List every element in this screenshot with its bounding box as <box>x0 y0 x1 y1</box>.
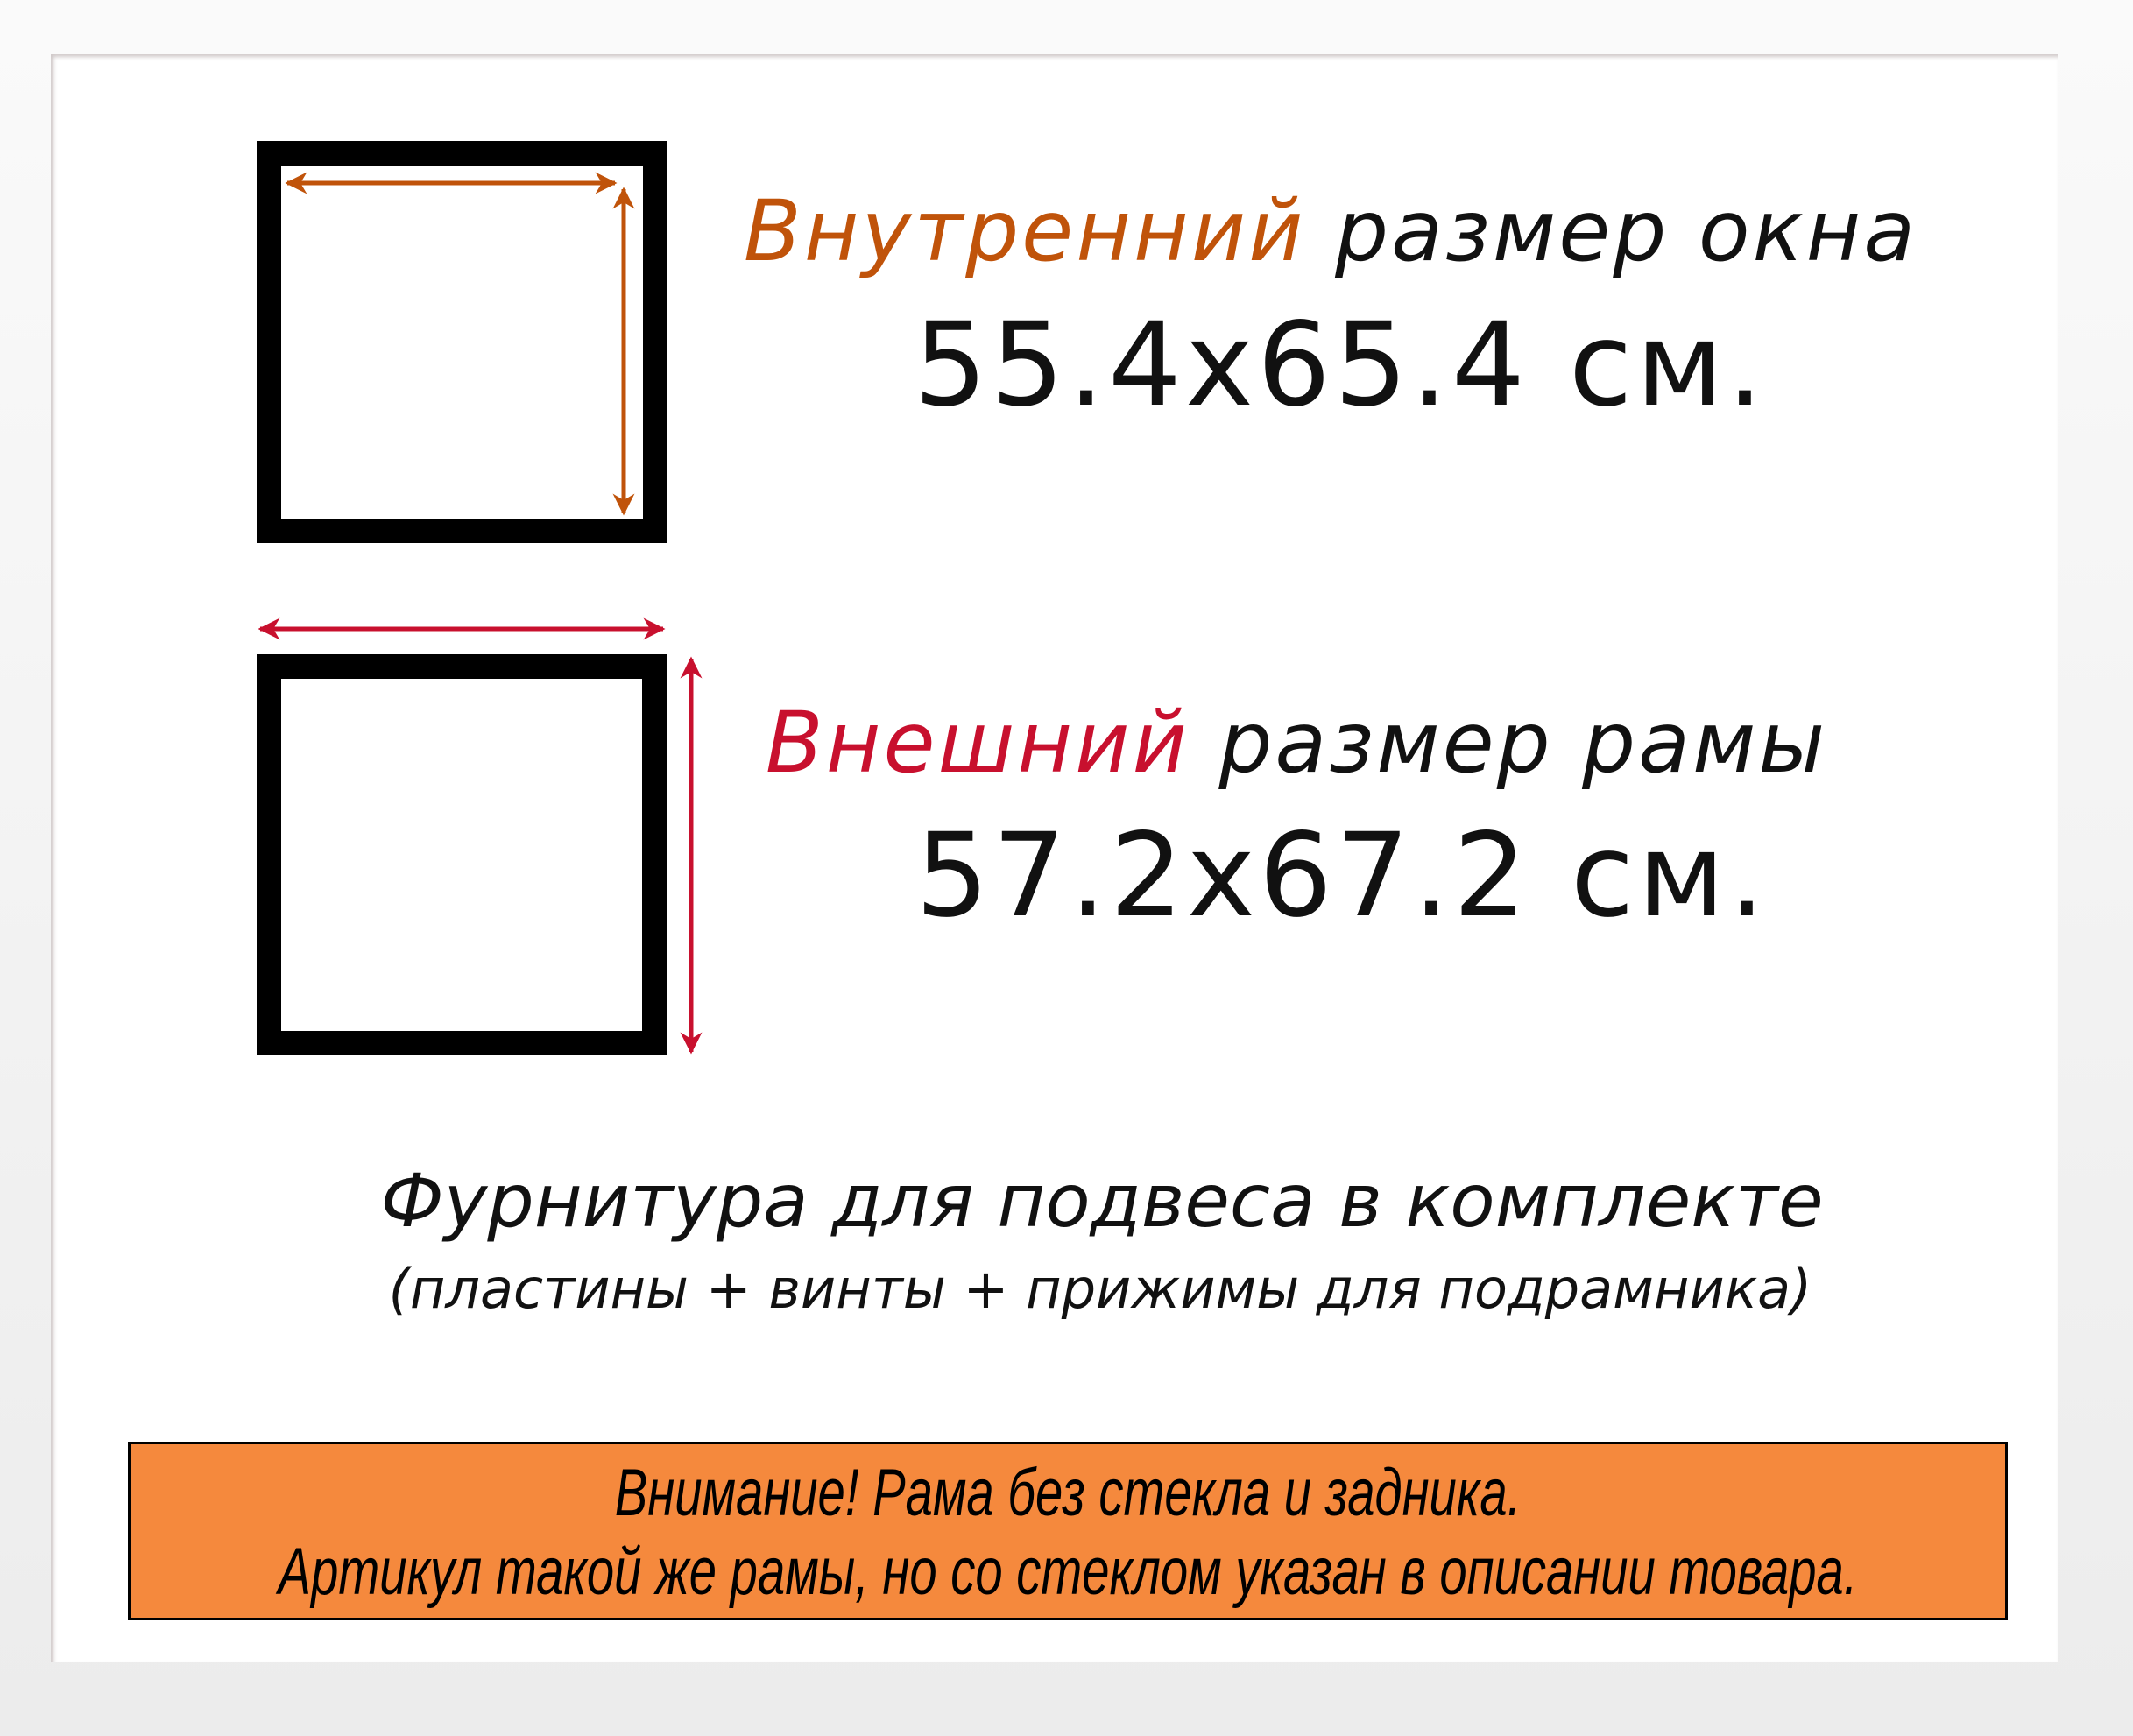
inner-size-heading: Внутренний размер окна <box>744 182 1918 280</box>
outer-size-heading-rest: размер рамы <box>1189 694 1828 792</box>
outer-size-value: 57.2x67.2 см. <box>915 808 1769 943</box>
outer-size-diagram <box>257 654 667 1055</box>
outer-size-heading: Внешний размер рамы <box>766 694 1827 792</box>
outer-size-accent: Внешний <box>765 694 1190 792</box>
notice-line-1: Внимание! Рама без стекла и задника. <box>614 1456 1522 1530</box>
hardware-title: Фурнитура для подвеса в комплекте <box>380 1158 1824 1244</box>
notice-banner: Внимание! Рама без стекла и задника. Арт… <box>128 1442 2008 1620</box>
hardware-details: (пластины + винты + прижимы для подрамни… <box>388 1257 1812 1321</box>
inner-size-accent: Внутренний <box>743 182 1306 280</box>
inner-size-value: 55.4x65.4 см. <box>913 298 1768 433</box>
inner-size-heading-rest: размер окна <box>1305 182 1918 280</box>
inner-size-diagram <box>257 141 667 543</box>
notice-line-2: Артикул такой же рамы, но со стеклом ука… <box>278 1535 1858 1609</box>
